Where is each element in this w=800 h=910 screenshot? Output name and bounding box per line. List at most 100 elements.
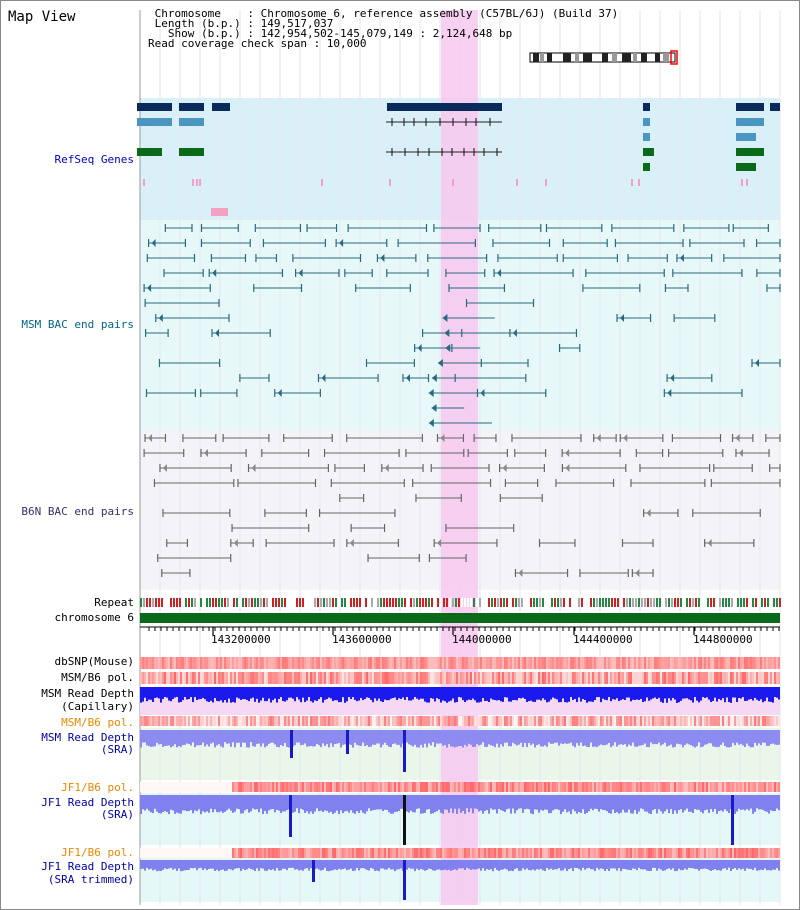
heat-cell bbox=[448, 782, 450, 792]
refseq-track-label[interactable]: RefSeq Genes bbox=[54, 153, 134, 166]
heat-cell bbox=[318, 716, 320, 726]
heat-cell bbox=[152, 716, 154, 726]
depth-bar bbox=[358, 795, 360, 813]
depth-bar bbox=[564, 860, 566, 869]
depth-bar bbox=[486, 687, 488, 701]
depth-bar bbox=[652, 795, 654, 811]
depth-bar bbox=[250, 687, 252, 699]
bac-arrow bbox=[735, 434, 740, 442]
heat-cell bbox=[198, 782, 200, 792]
depth-fill bbox=[300, 702, 302, 715]
repeat-mark bbox=[677, 598, 679, 607]
depth-bar bbox=[396, 860, 398, 870]
depth-fill bbox=[418, 699, 420, 715]
depth-bar bbox=[552, 687, 554, 698]
repeat-mark bbox=[350, 598, 352, 607]
depth-bar bbox=[186, 687, 188, 700]
repeat-mark bbox=[560, 598, 562, 607]
depth-bar bbox=[470, 730, 472, 745]
depth-bar bbox=[238, 687, 240, 699]
depth-bar bbox=[324, 860, 326, 868]
depth-fill bbox=[776, 697, 778, 715]
depth-bar bbox=[674, 795, 676, 811]
heat-cell bbox=[544, 782, 546, 792]
heat-cell bbox=[292, 782, 294, 792]
depth-fill bbox=[314, 700, 316, 715]
depth-fill bbox=[692, 702, 694, 715]
depth-bar bbox=[534, 687, 536, 703]
depth-fill bbox=[506, 697, 508, 715]
repeat-mark bbox=[239, 598, 241, 607]
heat-cell bbox=[310, 848, 312, 858]
depth-fill bbox=[210, 700, 212, 715]
depth-bar bbox=[190, 730, 192, 746]
repeat-mark bbox=[683, 598, 685, 607]
heat-cell bbox=[604, 848, 606, 858]
heat-cell bbox=[676, 657, 678, 669]
heat-cell bbox=[714, 657, 716, 669]
heat-cell bbox=[392, 782, 394, 792]
b6n-bac-track-label[interactable]: B6N BAC end pairs bbox=[21, 505, 134, 518]
heat-cell bbox=[246, 672, 248, 684]
depth-bar bbox=[210, 860, 212, 869]
msm-bac-track-label[interactable]: MSM BAC end pairs bbox=[21, 318, 134, 331]
gene-arrow bbox=[643, 163, 647, 171]
depth-bar bbox=[564, 687, 566, 703]
repeat-mark bbox=[578, 598, 580, 607]
heat-cell bbox=[500, 657, 502, 669]
snp-mark bbox=[321, 179, 323, 186]
depth-bar bbox=[742, 860, 744, 869]
heat-cell bbox=[162, 782, 164, 792]
heat-cell bbox=[294, 782, 296, 792]
depth-bar bbox=[446, 860, 448, 871]
heat-cell bbox=[684, 848, 686, 858]
heat-cell bbox=[646, 848, 648, 858]
heat-cell bbox=[686, 848, 688, 858]
depth-bar bbox=[346, 795, 348, 811]
depth-fill bbox=[726, 697, 728, 715]
heat-cell bbox=[598, 657, 600, 669]
snp-mark bbox=[389, 179, 391, 186]
depth-bar bbox=[664, 795, 666, 812]
depth-bar bbox=[690, 730, 692, 746]
depth-fill bbox=[386, 700, 388, 715]
depth-bar bbox=[580, 730, 582, 743]
depth-bar bbox=[280, 687, 282, 698]
heat-cell bbox=[760, 672, 762, 684]
heat-cell bbox=[318, 657, 320, 669]
heat-cell bbox=[508, 657, 510, 669]
depth-bar bbox=[484, 795, 486, 812]
depth-bar bbox=[202, 730, 204, 743]
heat-cell bbox=[690, 782, 692, 792]
heat-cell bbox=[350, 672, 352, 684]
depth-bar bbox=[146, 730, 148, 746]
bac-arrow bbox=[203, 449, 208, 457]
repeat-mark bbox=[548, 598, 550, 607]
heat-cell bbox=[440, 657, 442, 669]
heat-cell bbox=[650, 782, 652, 792]
depth-fill bbox=[734, 697, 736, 715]
depth-bar bbox=[582, 687, 584, 700]
gene bbox=[137, 148, 162, 156]
depth-fill bbox=[596, 697, 598, 715]
heat-cell bbox=[324, 716, 326, 726]
depth-bar bbox=[200, 687, 202, 700]
ideogram-band bbox=[575, 53, 579, 62]
heat-cell bbox=[260, 672, 262, 684]
heat-cell bbox=[534, 672, 536, 684]
heat-cell bbox=[476, 848, 478, 858]
depth-bar bbox=[536, 730, 538, 746]
depth-bar bbox=[384, 730, 386, 743]
depth-bar bbox=[730, 687, 732, 703]
depth-bar bbox=[684, 860, 686, 869]
depth-bar bbox=[308, 687, 310, 698]
depth-fill bbox=[630, 701, 632, 715]
heat-cell bbox=[248, 657, 250, 669]
heat-cell bbox=[512, 716, 514, 726]
heat-cell bbox=[692, 716, 694, 726]
heat-cell bbox=[602, 848, 604, 858]
depth-bar bbox=[762, 860, 764, 870]
depth-bar bbox=[196, 795, 198, 812]
depth-bar bbox=[596, 687, 598, 698]
